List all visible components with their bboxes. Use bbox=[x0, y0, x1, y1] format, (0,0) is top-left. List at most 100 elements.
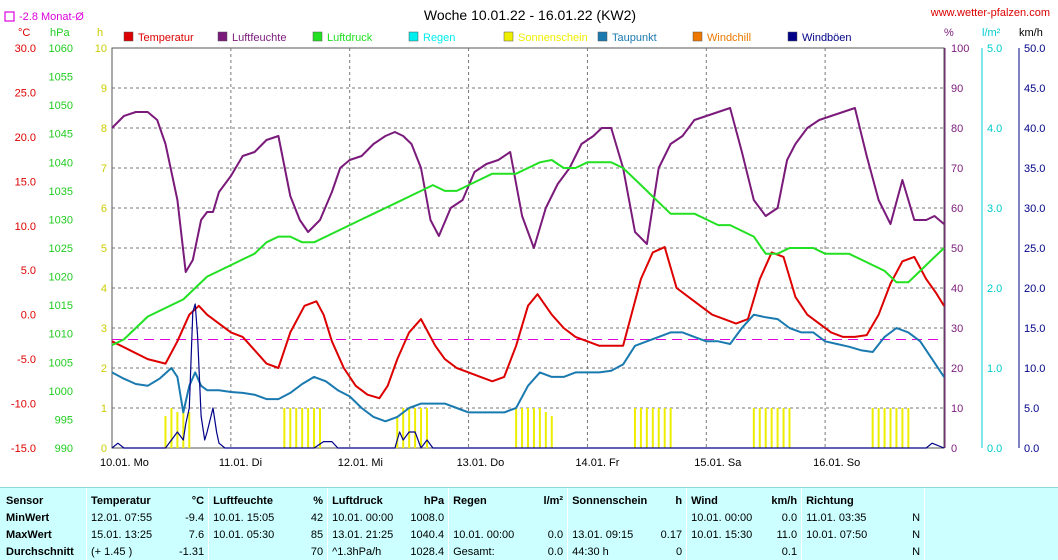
percent-tick-label: 30 bbox=[951, 323, 963, 335]
legend-swatch bbox=[123, 31, 134, 42]
day-label: 13.01. Do bbox=[457, 457, 505, 469]
kmh-tick-label: 25.0 bbox=[1024, 243, 1045, 255]
hdr-hum-unit: % bbox=[313, 494, 324, 507]
sunshine-bar bbox=[788, 408, 791, 448]
unit-lm2: l/m² bbox=[982, 27, 1001, 39]
sun-min-value bbox=[656, 509, 687, 526]
hdr-sensor: Sensor bbox=[6, 494, 44, 507]
series-line-windböen bbox=[111, 303, 945, 449]
sunshine-bar bbox=[657, 408, 660, 448]
hpa-tick-label: 1055 bbox=[49, 72, 73, 84]
stats-filler bbox=[924, 488, 1056, 509]
sunshine-bar bbox=[776, 408, 779, 448]
unit-kmh: km/h bbox=[1019, 27, 1043, 39]
sunshine-bar bbox=[883, 408, 886, 448]
sunshine-bar bbox=[901, 408, 904, 448]
lm2-tick-label: 4.0 bbox=[987, 123, 1002, 135]
temp-tick-label: 20.0 bbox=[15, 132, 36, 144]
wind-max-value: 11.0 bbox=[776, 528, 798, 541]
sunshine-bar bbox=[527, 408, 529, 448]
hum-max-value: 85 bbox=[310, 528, 324, 541]
sunshine-bar bbox=[188, 412, 191, 448]
hdr-sun: Sonnenschein bbox=[567, 488, 657, 509]
percent-tick-label: 70 bbox=[951, 163, 963, 175]
legend-swatch bbox=[217, 31, 228, 42]
sunshine-bar bbox=[877, 408, 880, 448]
stats-row-min: MinWert 12.01. 07:55 -9.4 10.01. 15:05 4… bbox=[2, 509, 1056, 526]
unit-hpa: hPa bbox=[50, 27, 70, 39]
hours-tick-label: 4 bbox=[101, 283, 107, 295]
kmh-tick-label: 50.0 bbox=[1024, 43, 1045, 55]
month-avg-icon bbox=[4, 11, 15, 22]
rain-min-value bbox=[533, 509, 568, 526]
day-label: 15.01. Sa bbox=[694, 457, 742, 469]
sunshine-bar bbox=[414, 408, 417, 448]
percent-tick-label: 0 bbox=[951, 443, 957, 455]
dir-max-time: 10.01. 07:50 bbox=[801, 526, 891, 543]
temp-avg-value: -1.31 bbox=[179, 545, 205, 558]
sun-avg-value: 0 bbox=[675, 545, 683, 558]
sunshine-bar bbox=[307, 408, 310, 448]
hours-tick-label: 9 bbox=[101, 83, 107, 95]
hpa-tick-label: 1005 bbox=[49, 357, 73, 369]
kmh-tick-label: 30.0 bbox=[1024, 203, 1045, 215]
sun-max-value: 0.17 bbox=[660, 528, 683, 541]
axes: 30.025.020.015.010.05.00.0-5.0-10.0-15.0… bbox=[11, 43, 1046, 469]
legend-swatch bbox=[503, 31, 514, 42]
lm2-tick-label: 2.0 bbox=[987, 283, 1002, 295]
hours-tick-label: 7 bbox=[101, 163, 107, 175]
hdr-sun-unit: h bbox=[675, 494, 683, 507]
sun-min-time bbox=[567, 509, 657, 526]
sunshine-bar bbox=[550, 416, 553, 448]
temp-tick-label: 30.0 bbox=[15, 43, 36, 55]
sunshine-bar bbox=[283, 408, 286, 448]
website-label[interactable]: www.wetter-pfalzen.com bbox=[930, 7, 1050, 19]
temp-max-value: 7.6 bbox=[188, 528, 205, 541]
kmh-tick-label: 45.0 bbox=[1024, 83, 1045, 95]
kmh-tick-label: 10.0 bbox=[1024, 363, 1045, 375]
series-line-luftdruck bbox=[111, 159, 945, 347]
hpa-tick-label: 1010 bbox=[49, 329, 73, 341]
sunshine-bar bbox=[538, 408, 541, 448]
legend-swatch bbox=[408, 31, 419, 42]
percent-tick-label: 10 bbox=[951, 403, 963, 415]
percent-tick-label: 90 bbox=[951, 83, 963, 95]
hpa-tick-label: 1030 bbox=[49, 214, 73, 226]
stats-table: Sensor Temperatur °C Luftfeuchte % Luftd… bbox=[2, 488, 1056, 560]
stats-filler bbox=[924, 526, 1056, 543]
lm2-tick-label: 1.0 bbox=[987, 363, 1002, 375]
legend-label: Windchill bbox=[707, 32, 751, 44]
sunshine-bar bbox=[907, 408, 910, 448]
hum-min-time: 10.01. 15:05 bbox=[208, 509, 298, 526]
dir-min-time: 11.01. 03:35 bbox=[801, 509, 891, 526]
sunshine-bar bbox=[895, 408, 898, 448]
wind-max-time: 10.01. 15:30 bbox=[686, 526, 766, 543]
sun-max-time: 13.01. 09:15 bbox=[567, 526, 657, 543]
temp-tick-label: 0.0 bbox=[21, 310, 36, 322]
row-label: MaxWert bbox=[6, 528, 52, 541]
legend-swatch bbox=[692, 31, 703, 42]
wind-min-value: 0.0 bbox=[781, 511, 798, 524]
hpa-tick-label: 1025 bbox=[49, 243, 73, 255]
wind-avg-time bbox=[686, 543, 766, 560]
row-label: MinWert bbox=[6, 511, 50, 524]
hours-tick-label: 8 bbox=[101, 123, 107, 135]
temp-min-time: 12.01. 07:55 bbox=[86, 509, 175, 526]
kmh-tick-label: 5.0 bbox=[1024, 403, 1039, 415]
hpa-tick-label: 1060 bbox=[49, 43, 73, 55]
hpa-tick-label: 1020 bbox=[49, 272, 73, 284]
percent-tick-label: 40 bbox=[951, 283, 963, 295]
lm2-tick-label: 0.0 bbox=[987, 443, 1002, 455]
legend-label: Temperatur bbox=[138, 32, 194, 44]
sunshine-bar bbox=[645, 408, 648, 448]
kmh-tick-label: 0.0 bbox=[1024, 443, 1039, 455]
sunshine-bar bbox=[176, 412, 179, 448]
hdr-temp-unit: °C bbox=[191, 494, 205, 507]
press-avg-time: ^1.3hPa/h bbox=[327, 543, 407, 560]
legend-swatch bbox=[787, 31, 798, 42]
sunshine-bar bbox=[295, 408, 298, 448]
percent-tick-label: 20 bbox=[951, 363, 963, 375]
sunshine-bar bbox=[663, 408, 666, 448]
sunshine-bar bbox=[633, 408, 636, 448]
unit-celsius: °C bbox=[18, 27, 30, 39]
